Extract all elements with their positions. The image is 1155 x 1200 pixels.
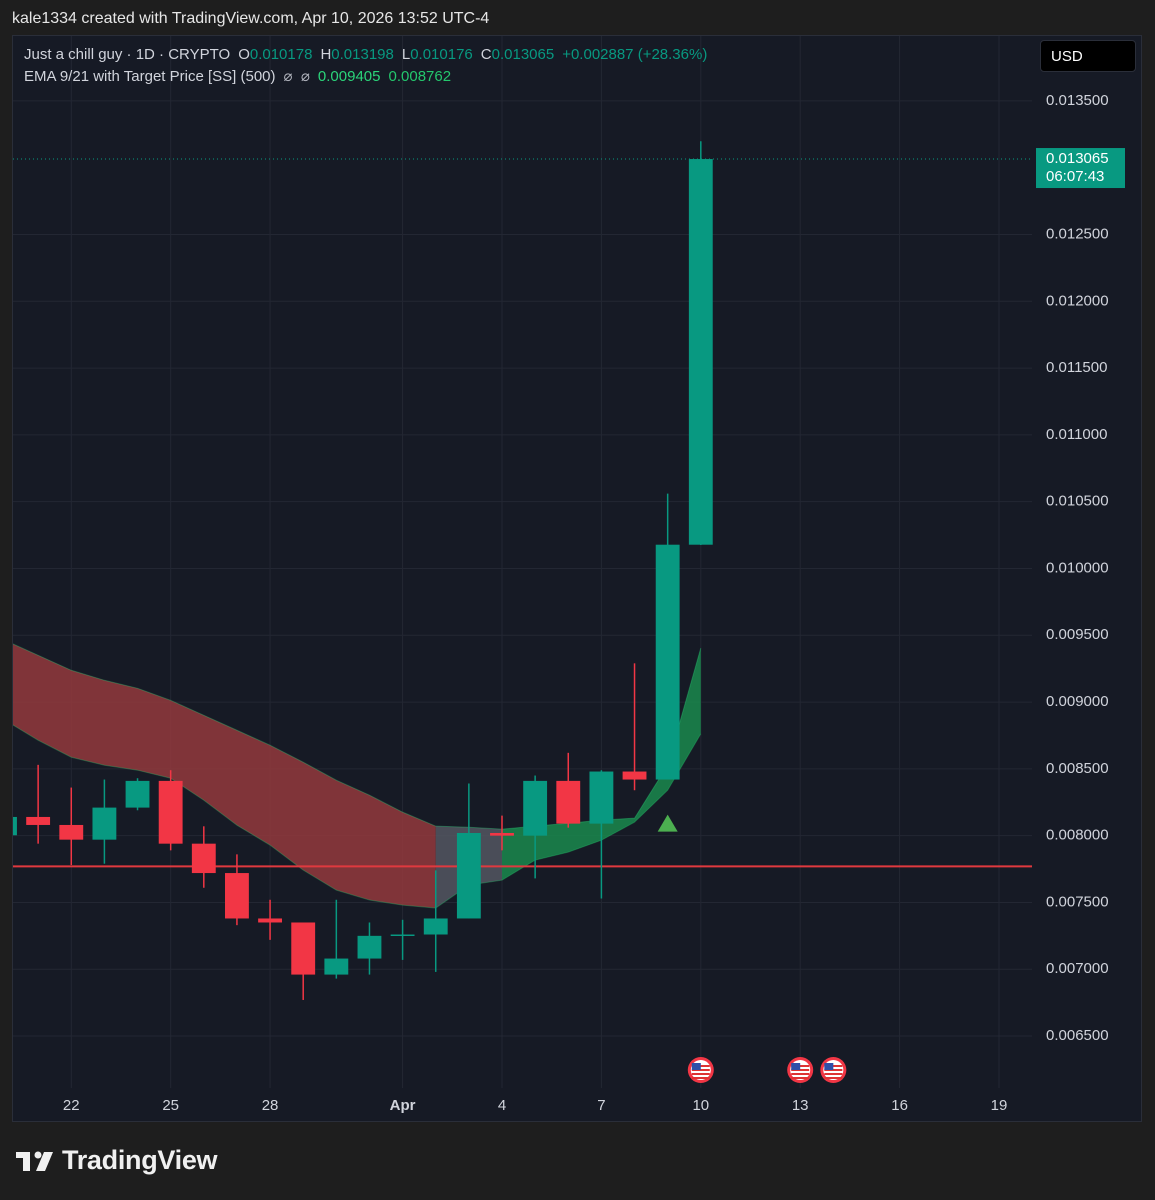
candle-body xyxy=(622,771,647,780)
candle-body xyxy=(13,816,17,836)
y-tick-label: 0.012000 xyxy=(1046,292,1109,309)
candle-body xyxy=(456,832,481,919)
x-tick-label: 19 xyxy=(991,1097,1008,1114)
close-value: 0.013065 xyxy=(491,46,555,63)
logo-text: TradingView xyxy=(62,1145,218,1175)
event-flag[interactable] xyxy=(687,1057,714,1083)
candle-body xyxy=(291,922,316,975)
candle-body xyxy=(158,780,183,844)
y-tick-label: 0.007000 xyxy=(1046,960,1109,977)
high-value: 0.013198 xyxy=(331,46,394,63)
candle-body xyxy=(59,824,84,840)
plot-area xyxy=(13,36,1032,1088)
open-value: 0.010178 xyxy=(249,46,313,63)
candle-body xyxy=(324,958,349,975)
candle-body xyxy=(523,780,548,836)
last-price-box xyxy=(1036,148,1125,189)
indicator-icons: ⌀ ⌀ xyxy=(283,68,310,85)
candle-body xyxy=(556,780,581,824)
ema-line xyxy=(13,724,702,909)
header-text: kale1334 created with TradingView.com, A… xyxy=(12,10,490,27)
x-tick-label: Apr xyxy=(390,1097,416,1114)
currency-button[interactable]: USD xyxy=(1040,40,1136,72)
y-tick-label: 0.008000 xyxy=(1046,827,1109,844)
x-tick-label: 28 xyxy=(262,1097,279,1114)
chart-panel xyxy=(12,35,1142,1122)
symbol: Just a chill guy · 1D · CRYPTO xyxy=(24,46,231,63)
candle-body xyxy=(490,832,514,836)
ema-band xyxy=(13,643,436,909)
candle-body xyxy=(26,816,51,825)
flag-stripe xyxy=(791,1073,810,1075)
ohlc-label: H xyxy=(320,46,332,63)
y-tick-label: 0.010500 xyxy=(1046,493,1109,510)
flag-stripe xyxy=(791,1077,810,1079)
y-tick-label: 0.008500 xyxy=(1046,760,1109,777)
candle-body xyxy=(125,780,150,808)
x-tick-label: 7 xyxy=(597,1097,605,1114)
event-flag[interactable] xyxy=(820,1057,847,1083)
flag-stripe xyxy=(691,1077,710,1079)
change: +0.002887 (+28.36%) xyxy=(562,46,708,63)
y-tick-label: 0.009500 xyxy=(1046,626,1109,643)
flag-canton xyxy=(791,1063,801,1070)
y-tick-label: 0.013500 xyxy=(1046,92,1109,109)
candle-body xyxy=(688,159,713,545)
countdown-label: 06:07:43 xyxy=(1046,168,1104,185)
ohlc-label: L xyxy=(401,46,411,63)
indicator-value: 0.009405 xyxy=(317,68,381,85)
x-tick-label: 22 xyxy=(63,1097,80,1114)
y-tick-label: 0.011500 xyxy=(1046,359,1107,376)
candle-body xyxy=(92,807,117,840)
y-tick-label: 0.010000 xyxy=(1046,559,1109,576)
legend-ohlc: Just a chill guy · 1D · CRYPTO O0.010178 H… xyxy=(24,46,707,63)
ohlc-label: O xyxy=(238,46,250,63)
indicator-name: EMA 9/21 with Target Price [SS] (500) xyxy=(24,68,276,85)
ohlc-label: C xyxy=(480,46,492,63)
flag-stripe xyxy=(824,1073,843,1075)
candle-body xyxy=(589,771,614,824)
candle-body xyxy=(357,935,382,959)
flag-canton xyxy=(691,1063,701,1070)
candle-body xyxy=(225,873,249,919)
axes: 0.006500 0.007000 0.007500 0.008000 0.008500… xyxy=(63,92,1125,1114)
x-tick-label: 25 xyxy=(162,1097,179,1114)
last-price-label: 0.013065 xyxy=(1046,150,1109,167)
x-tick-label: 16 xyxy=(891,1097,908,1114)
candle-body xyxy=(423,918,448,935)
flag-canton xyxy=(824,1063,834,1070)
x-tick-label: 10 xyxy=(692,1097,709,1114)
event-flag[interactable] xyxy=(787,1057,814,1083)
low-value: 0.010176 xyxy=(410,46,473,63)
candle-body xyxy=(655,544,680,780)
candle-body xyxy=(390,934,415,937)
y-tick-label: 0.012500 xyxy=(1046,225,1109,242)
y-tick-label: 0.011000 xyxy=(1046,426,1107,443)
x-tick-label: 13 xyxy=(792,1097,809,1114)
candle-body xyxy=(258,918,282,923)
logo-icon xyxy=(16,1151,53,1171)
y-tick-label: 0.009000 xyxy=(1046,693,1109,710)
candle-body xyxy=(191,843,216,874)
ema-line xyxy=(13,643,702,830)
flag-stripe xyxy=(691,1073,710,1075)
y-tick-label: 0.007500 xyxy=(1046,893,1109,910)
flag-stripe xyxy=(824,1077,843,1079)
signal-triangle xyxy=(657,814,678,832)
indicator-value: 0.008762 xyxy=(388,68,452,85)
legend-indicator[interactable]: EMA 9/21 with Target Price [SS] (500) ⌀ ⌀… xyxy=(24,67,451,85)
y-tick-label: 0.006500 xyxy=(1046,1027,1109,1044)
x-tick-label: 4 xyxy=(498,1097,506,1114)
